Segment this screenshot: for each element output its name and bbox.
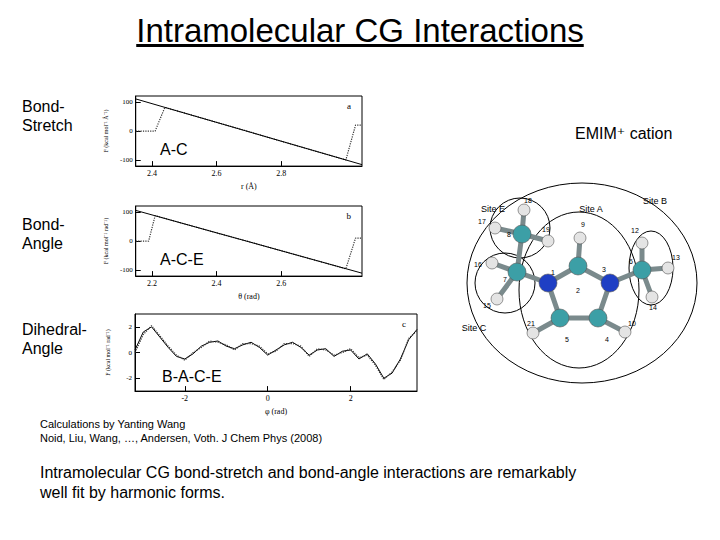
svg-text:-100: -100: [120, 156, 133, 164]
html-text:Bond-Stretch: Bond-Stretch: [22, 98, 73, 134]
html-text:Bond-Angle: Bond-Angle: [22, 216, 65, 252]
svg-text:9: 9: [581, 221, 585, 228]
svg-text:θ (rad): θ (rad): [238, 292, 260, 301]
svg-text:2.4: 2.4: [147, 169, 157, 178]
svg-text:B-A-C-E: B-A-C-E: [162, 368, 222, 385]
svg-text:100: 100: [122, 98, 133, 106]
svg-text:10: 10: [628, 320, 636, 327]
html-text:Calculations by Yanting Wang: Calculations by Yanting Wang: [40, 418, 186, 430]
svg-text:17: 17: [478, 218, 486, 225]
svg-text:2: 2: [349, 394, 353, 403]
svg-text:a: a: [347, 101, 351, 111]
html-text:Intramolecular CG bond-stretch: Intramolecular CG bond-stretch and bond-…: [40, 464, 577, 501]
svg-text:c: c: [402, 319, 406, 329]
svg-text:5: 5: [565, 336, 569, 343]
html-text:Dihedral-Angle: Dihedral-Angle: [22, 321, 87, 357]
svg-text:18: 18: [524, 197, 532, 204]
svg-text:2.8: 2.8: [276, 169, 286, 178]
svg-text:100: 100: [122, 208, 133, 216]
svg-text:1: 1: [551, 269, 555, 276]
svg-text:15: 15: [483, 302, 491, 309]
svg-text:7: 7: [503, 276, 507, 283]
svg-text:Site A: Site A: [579, 204, 603, 214]
svg-text:2.6: 2.6: [276, 279, 286, 288]
svg-text:Site B: Site B: [643, 196, 667, 206]
svg-text:0: 0: [266, 394, 270, 403]
svg-text:F (kcal mol⁻¹ rad⁻¹): F (kcal mol⁻¹ rad⁻¹): [105, 329, 112, 375]
html-text:EMIM⁺ cation: EMIM⁺ cation: [575, 125, 673, 142]
html-text:Noid, Liu, Wang, …, Andersen,: Noid, Liu, Wang, …, Andersen, Voth. J Ch…: [40, 432, 323, 444]
svg-text:0: 0: [129, 237, 133, 245]
svg-text:14: 14: [649, 304, 657, 311]
svg-text:4: 4: [605, 336, 609, 343]
svg-text:2: 2: [129, 323, 133, 331]
svg-text:2.6: 2.6: [212, 169, 222, 178]
svg-text:-100: -100: [120, 266, 133, 274]
svg-text:A-C-E: A-C-E: [160, 251, 204, 268]
svg-text:0: 0: [129, 127, 133, 135]
svg-text:19: 19: [542, 226, 550, 233]
svg-text:-2: -2: [126, 374, 132, 382]
svg-text:12: 12: [631, 227, 639, 234]
svg-text:Site C: Site C: [462, 323, 487, 333]
svg-text:2.2: 2.2: [147, 279, 157, 288]
html-text:Intramolecular CG Interactions: Intramolecular CG Interactions: [136, 12, 584, 49]
svg-text:b: b: [347, 211, 352, 221]
svg-text:0: 0: [129, 349, 133, 357]
svg-text:F (kcal mol⁻¹ Å⁻¹): F (kcal mol⁻¹ Å⁻¹): [102, 110, 110, 153]
svg-text:r (Å): r (Å): [241, 182, 257, 191]
svg-text:F (kcal mol⁻¹ rad⁻¹): F (kcal mol⁻¹ rad⁻¹): [103, 218, 110, 264]
svg-text:2.4: 2.4: [212, 279, 222, 288]
svg-text:-2: -2: [181, 394, 188, 403]
svg-text:φ (rad): φ (rad): [265, 407, 287, 416]
svg-text:Site E: Site E: [481, 204, 505, 214]
svg-text:3: 3: [602, 266, 606, 273]
svg-text:8: 8: [507, 231, 511, 238]
svg-text:2: 2: [576, 287, 580, 294]
svg-text:A-C: A-C: [160, 141, 188, 158]
svg-text:6: 6: [629, 258, 633, 265]
svg-text:21: 21: [527, 320, 535, 327]
svg-text:16: 16: [474, 261, 482, 268]
svg-text:13: 13: [672, 254, 680, 261]
